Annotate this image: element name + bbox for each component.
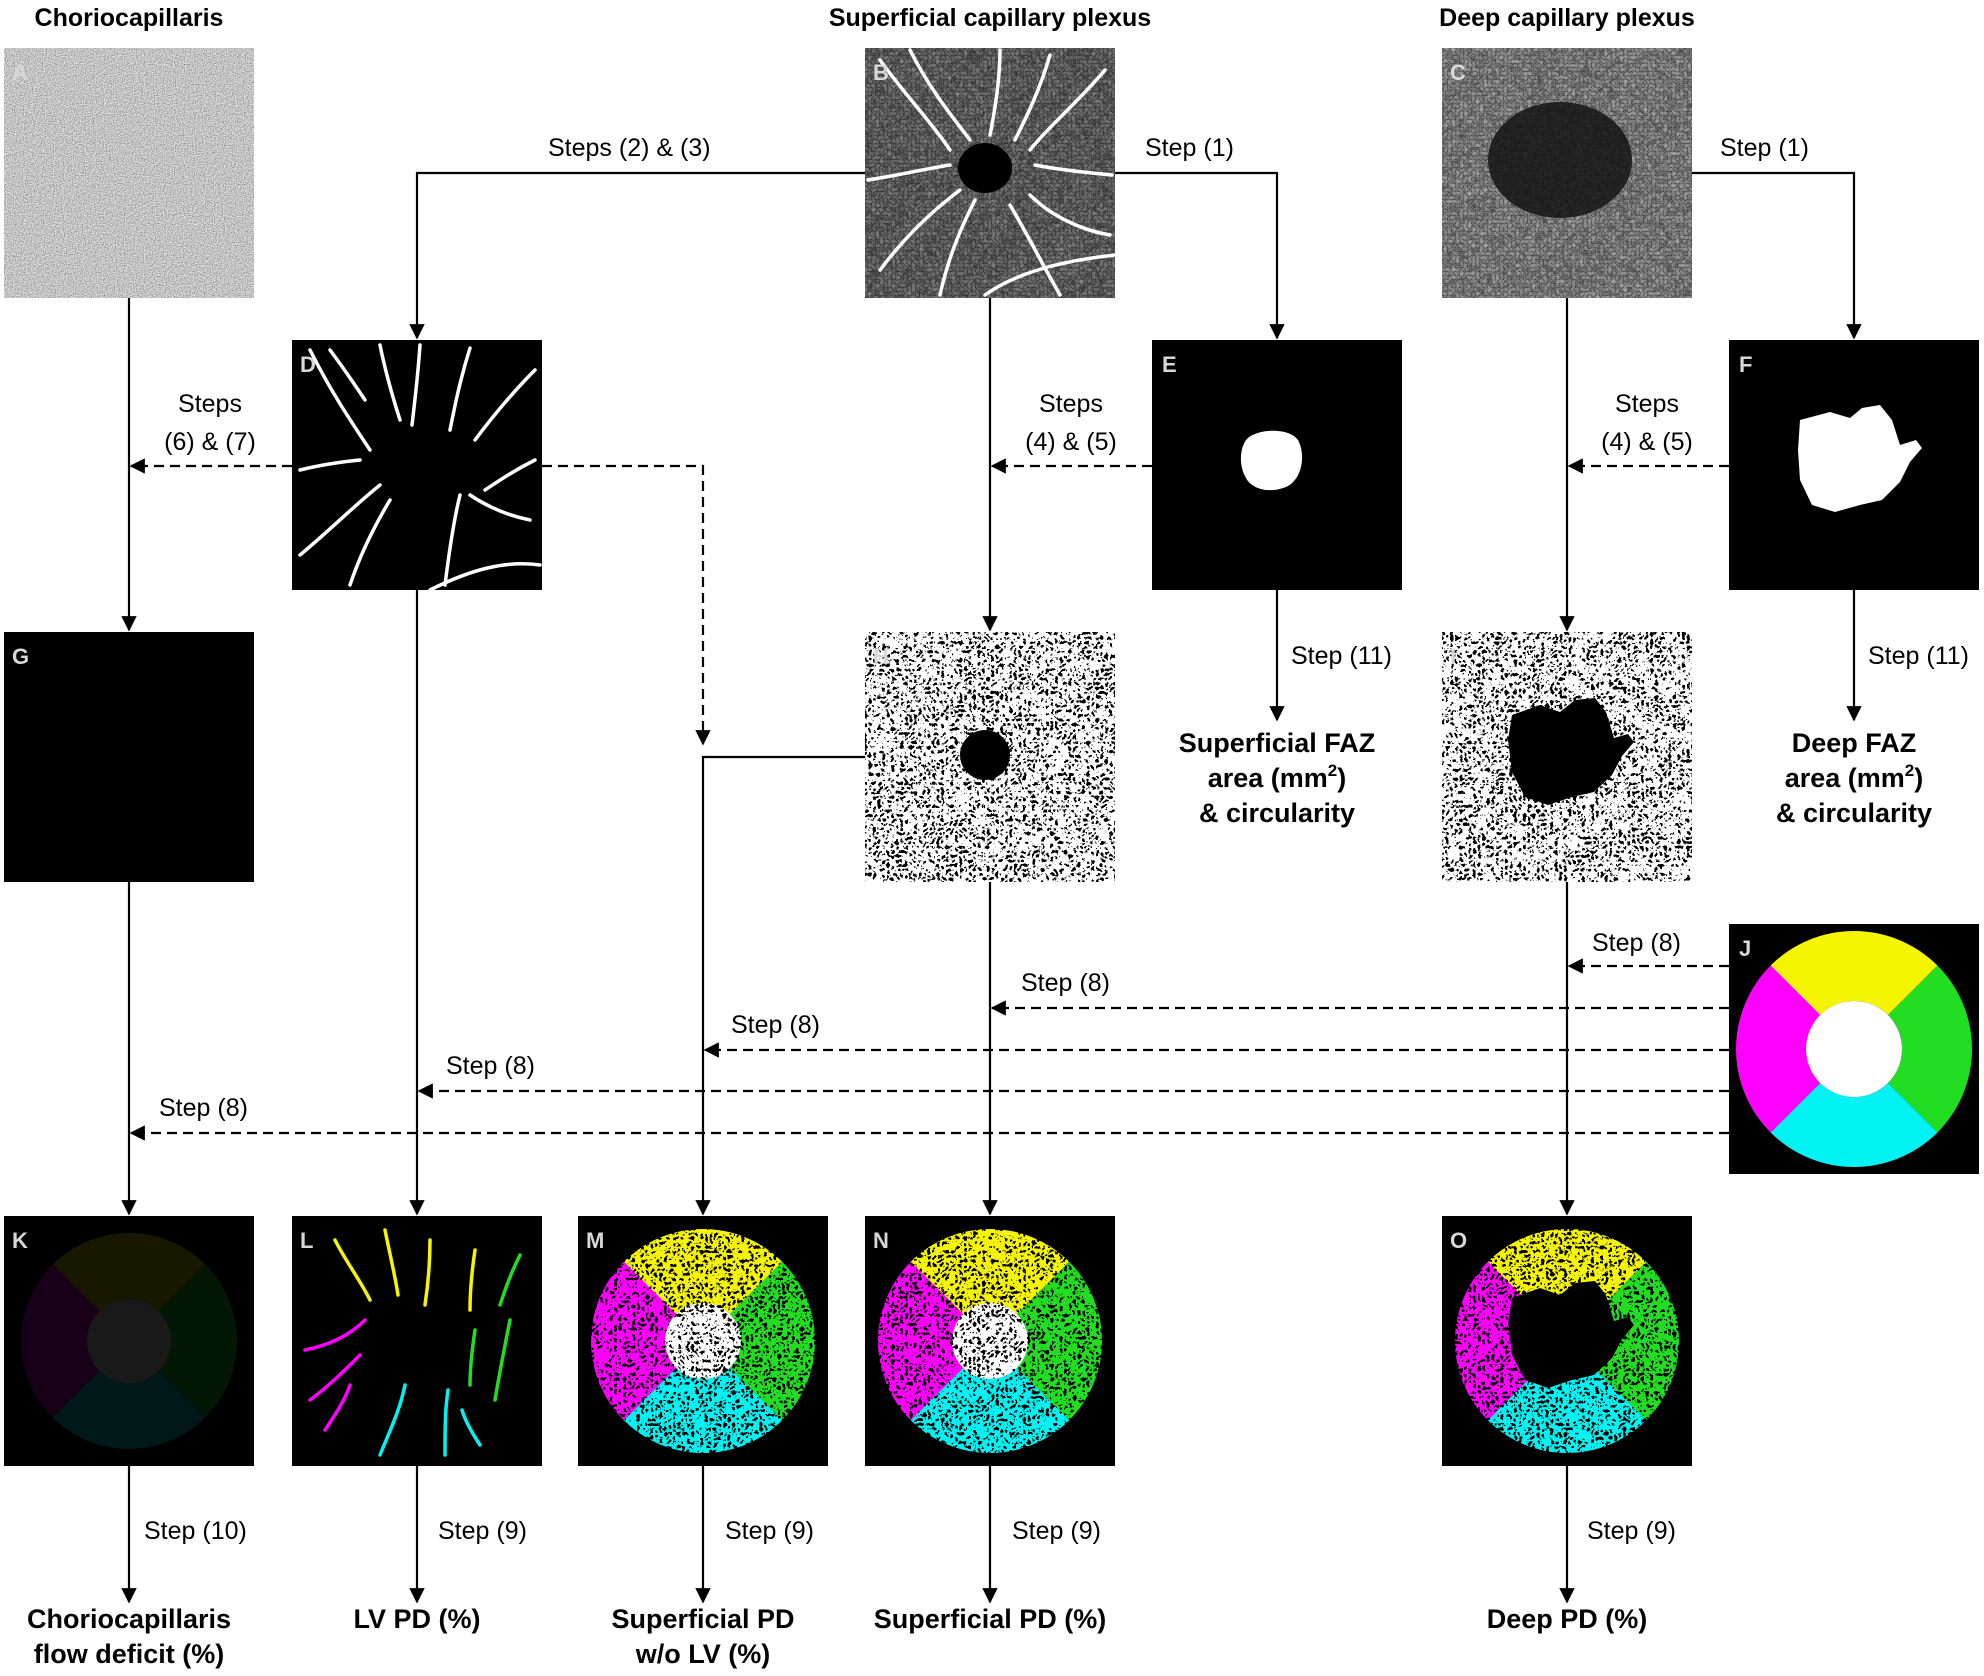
output-superficial-faz-line1: Superficial FAZ: [1179, 728, 1376, 758]
step-label-1-deep: Step (1): [1720, 134, 1809, 162]
panel-f-label: F: [1739, 352, 1752, 377]
panel-m-label: M: [586, 1228, 604, 1253]
output-superficial-pd-wo-lv-line1: Superficial PD: [611, 1604, 794, 1634]
step-label-1-superficial: Step (1): [1145, 134, 1234, 162]
output-superficial-pd-wo-lv-line2: w/o LV (%): [635, 1639, 771, 1669]
title-superficial-plexus: Superficial capillary plexus: [829, 4, 1151, 32]
panel-j-nasal-sector: [1735, 965, 1821, 1133]
panel-d-label: D: [300, 352, 316, 377]
step-label-4-5-sup-word: Steps: [1039, 390, 1103, 418]
panel-j-label: J: [1739, 936, 1751, 961]
panel-h-label: H: [873, 644, 889, 669]
panel-m-superficial-wo-lv-sector-map: M: [578, 1216, 828, 1466]
output-cc-flow-deficit-line1: Choriocapillaris: [27, 1604, 231, 1634]
output-superficial-faz-line3: & circularity: [1199, 798, 1355, 828]
panel-l-lv-sector-map: L: [292, 1216, 542, 1466]
panel-j-sector-template: J: [1729, 924, 1979, 1174]
step-label-4-5-sup: (4) & (5): [1025, 428, 1117, 456]
step-label-4-5-deep-word: Steps: [1615, 390, 1679, 418]
output-deep-faz-line3: & circularity: [1776, 798, 1932, 828]
panel-a-label: A: [12, 60, 28, 85]
output-superficial-faz-line2: area (mm2): [1208, 761, 1347, 793]
title-deep-plexus: Deep capillary plexus: [1439, 4, 1695, 32]
dashed-d-to-m-line: [542, 464, 711, 746]
step-label-6-7: (6) & (7): [164, 428, 256, 456]
step-label-8-lv: Step (8): [446, 1052, 535, 1080]
step-label-4-5-deep: (4) & (5): [1601, 428, 1693, 456]
step-label-9-superficial-wo-lv: Step (9): [725, 1517, 814, 1545]
arrow-b-to-e: [1115, 171, 1285, 340]
step-label-10: Step (10): [144, 1517, 247, 1545]
panel-e-label: E: [1162, 352, 1177, 377]
step-label-8-superficial: Step (8): [1021, 969, 1110, 997]
step-label-2-3: Steps (2) & (3): [548, 134, 711, 162]
output-lv-pd: LV PD (%): [354, 1604, 481, 1634]
output-deep-pd: Deep PD (%): [1487, 1604, 1648, 1634]
panel-o-label: O: [1450, 1228, 1467, 1253]
arrow-h-to-m: [695, 755, 865, 1216]
step-label-11-superficial: Step (11): [1291, 642, 1392, 670]
panel-i-label: I: [1450, 644, 1456, 669]
panel-g-label: G: [12, 644, 29, 669]
panel-n-superficial-sector-map: N: [865, 1216, 1115, 1466]
panel-n-label: N: [873, 1228, 889, 1253]
step-label-9-deep: Step (9): [1587, 1517, 1676, 1545]
panel-a-choriocapillaris-image: A: [4, 48, 254, 298]
output-cc-flow-deficit-line2: flow deficit (%): [34, 1639, 225, 1669]
step-label-6-7-word: Steps: [178, 390, 242, 418]
panel-j-inferior-sector: [1770, 1082, 1938, 1167]
arrow-b-to-d: [409, 171, 865, 340]
panel-c-label: C: [1450, 60, 1466, 85]
panel-o-deep-sector-map: O: [1442, 1216, 1692, 1466]
arrow-c-to-f: [1692, 171, 1862, 340]
output-deep-faz-line1: Deep FAZ: [1792, 728, 1917, 758]
step-label-9-superficial: Step (9): [1012, 1517, 1101, 1545]
step-label-11-deep: Step (11): [1868, 642, 1969, 670]
step-label-8-superficial-wo-lv: Step (8): [731, 1011, 820, 1039]
step-label-8-deep: Step (8): [1592, 929, 1681, 957]
panel-g-binarized-choriocapillaris: G: [4, 632, 254, 882]
panel-j-superior-sector: [1770, 930, 1938, 1016]
panel-k-cc-sector-map: K: [4, 1216, 254, 1466]
panel-f-deep-faz-mask: F: [1729, 340, 1979, 590]
panel-j-temporal-sector: [1887, 965, 1972, 1133]
panel-c-deep-image: C: [1442, 48, 1692, 298]
panel-b-label: B: [873, 60, 889, 85]
panel-d-large-vessel-map: D: [292, 340, 542, 590]
title-choriocapillaris: Choriocapillaris: [35, 4, 224, 32]
panel-e-superficial-faz-mask: E: [1152, 340, 1402, 590]
step-label-9-lv: Step (9): [438, 1517, 527, 1545]
panel-h-binarized-superficial: H: [865, 632, 1115, 882]
step-label-8-cc: Step (8): [159, 1094, 248, 1122]
panel-b-superficial-image: B: [865, 48, 1115, 298]
panel-i-binarized-deep: I: [1442, 632, 1692, 882]
panel-l-label: L: [300, 1228, 313, 1253]
output-superficial-pd: Superficial PD (%): [874, 1604, 1107, 1634]
output-deep-faz-line2: area (mm2): [1785, 761, 1924, 793]
panel-k-label: K: [12, 1228, 28, 1253]
